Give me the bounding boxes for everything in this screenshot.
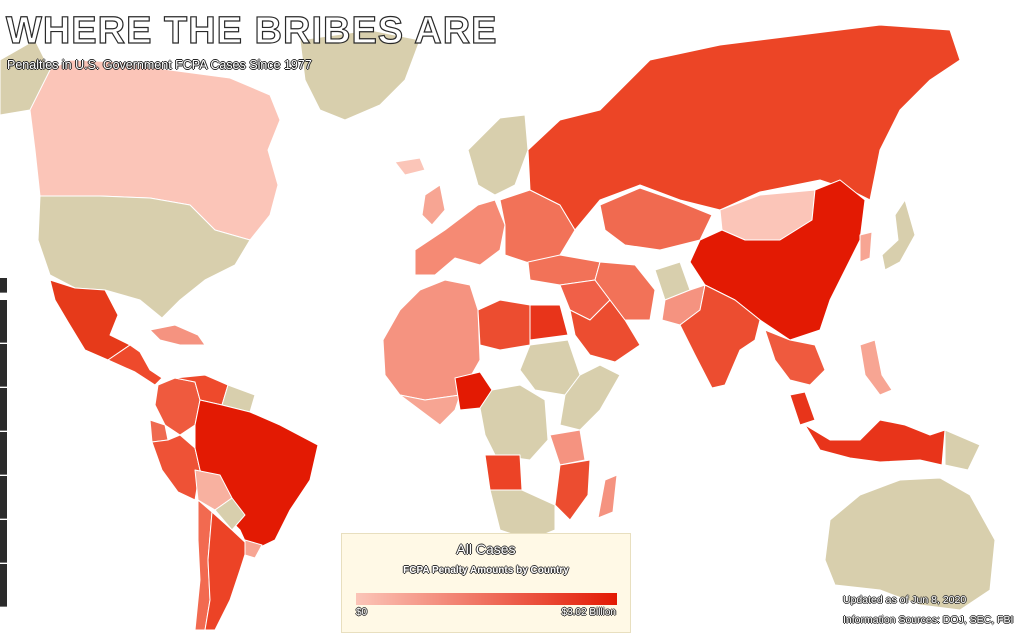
country-scandinavia[interactable] — [467, 114, 529, 196]
legend-title: All Cases — [456, 541, 516, 557]
country-indonesia[interactable] — [804, 419, 946, 466]
country-peru[interactable] — [151, 434, 201, 501]
side-tab[interactable] — [0, 344, 7, 387]
country-argentina[interactable] — [204, 511, 249, 630]
country-japan[interactable] — [881, 199, 916, 271]
country-russia[interactable] — [527, 24, 961, 231]
country-mozambique[interactable] — [554, 459, 591, 521]
side-tab[interactable] — [0, 520, 7, 563]
side-tab[interactable] — [0, 388, 7, 431]
country-united-states[interactable] — [37, 195, 251, 319]
country-caribbean[interactable] — [149, 324, 206, 346]
country-papua-new-guinea[interactable] — [944, 429, 981, 471]
country-central-africa[interactable] — [479, 384, 549, 461]
country-saudi-arabia[interactable] — [569, 299, 641, 363]
country-central-america[interactable] — [107, 344, 163, 386]
country-korea[interactable] — [859, 231, 873, 263]
country-egypt[interactable] — [529, 304, 569, 341]
country-malaysia[interactable] — [789, 391, 816, 426]
country-east-africa[interactable] — [559, 364, 621, 431]
side-tab[interactable] — [0, 432, 7, 475]
country-madagascar[interactable] — [597, 474, 618, 519]
country-paraguay[interactable] — [214, 497, 246, 531]
legend-subtitle: FCPA Penalty Amounts by Country — [403, 565, 569, 576]
side-tab[interactable] — [0, 278, 7, 293]
country-united-kingdom[interactable] — [421, 184, 446, 226]
legend-color-scale — [356, 593, 617, 605]
country-philippines[interactable] — [859, 339, 893, 396]
country-west-africa[interactable] — [399, 394, 461, 426]
country-southern-africa[interactable] — [489, 489, 556, 541]
country-greenland[interactable] — [299, 29, 421, 121]
country-india[interactable] — [679, 284, 761, 389]
side-tab[interactable] — [0, 476, 7, 519]
country-iran[interactable] — [594, 261, 656, 321]
map-title: WHERE THE BRIBES ARE — [5, 9, 498, 52]
country-iceland[interactable] — [394, 157, 426, 176]
country-angola[interactable] — [484, 454, 523, 491]
country-uruguay[interactable] — [244, 539, 263, 559]
legend-min-label: $0 — [356, 607, 368, 618]
information-sources: Information Sources: DOJ, SEC, FBI — [843, 614, 1014, 626]
legend-max-label: $3.02 Billion — [561, 607, 616, 618]
legend-panel: All Cases FCPA Penalty Amounts by Countr… — [341, 533, 631, 633]
country-libya[interactable] — [477, 299, 531, 351]
country-southeast-asia[interactable] — [764, 329, 826, 386]
country-greenland[interactable] — [0, 39, 51, 116]
map-subtitle: Penalties in U.S. Government FCPA Cases … — [7, 58, 312, 72]
country-tanzania[interactable] — [549, 429, 586, 466]
country-western-europe[interactable] — [414, 199, 506, 276]
updated-date: Updated as of Jun 8, 2020 — [843, 594, 967, 606]
side-tab[interactable] — [0, 300, 7, 343]
side-tab[interactable] — [0, 564, 7, 607]
country-australia[interactable] — [824, 477, 996, 611]
